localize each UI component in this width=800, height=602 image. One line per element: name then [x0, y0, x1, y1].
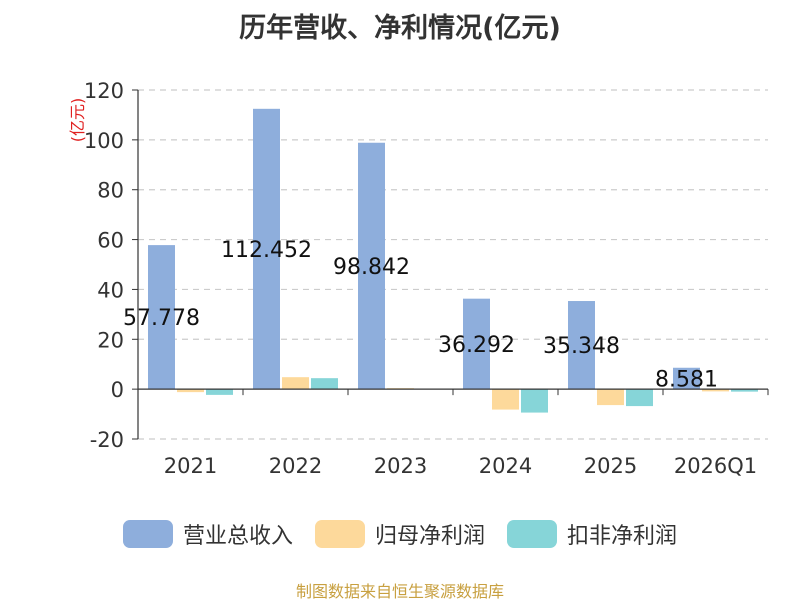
data-label: 8.581	[655, 367, 718, 392]
bar-revenue	[358, 142, 385, 390]
data-label: 112.452	[221, 238, 312, 263]
x-tick-label: 2023	[374, 454, 427, 478]
grid-lines	[138, 89, 768, 440]
bar-revenue	[568, 301, 595, 390]
data-labels: 57.778 112.452 98.842 36.292 35.348 8.581	[123, 238, 718, 392]
data-label: 98.842	[333, 255, 410, 280]
legend-label: 营业总收入	[182, 524, 293, 549]
legend-swatch	[122, 520, 173, 548]
x-tick-label: 2025	[584, 454, 637, 478]
y-axis-unit-label: (亿元)	[68, 98, 87, 143]
legend: 营业总收入 归母净利润 扣非净利润	[0, 518, 800, 550]
y-tick-label: 0	[111, 378, 124, 402]
x-tick-label: 2021	[164, 454, 217, 478]
chart-title: 历年营收、净利情况(亿元)	[239, 13, 561, 44]
y-tick-label: -20	[90, 428, 124, 452]
y-tick-label: 20	[97, 328, 124, 352]
bar-parent-net-profit	[177, 389, 204, 393]
bar-parent-net-profit	[282, 377, 309, 390]
y-tick-label: 40	[97, 278, 124, 302]
bar-revenue	[673, 367, 700, 390]
legend-item[interactable]: 扣非净利润	[507, 518, 677, 550]
legend-label: 归母净利润	[374, 524, 485, 549]
bar-deducted-net-profit	[731, 389, 758, 392]
y-tick-label: 80	[97, 179, 124, 203]
data-label: 57.778	[123, 306, 200, 331]
bar-revenue	[253, 108, 280, 390]
bar-parent-net-profit	[702, 389, 729, 392]
bar-revenue	[463, 298, 490, 390]
bar-parent-net-profit	[492, 389, 519, 410]
legend-swatch	[314, 520, 365, 548]
source-note: 制图数据来自恒生聚源数据库	[295, 582, 504, 601]
bar-deducted-net-profit	[311, 378, 338, 390]
x-tick-label: 2024	[479, 454, 532, 478]
x-tick-label: 2026Q1	[674, 454, 757, 478]
bar-deducted-net-profit	[206, 389, 233, 395]
bar-deducted-net-profit	[626, 389, 653, 407]
y-tick-label: 120	[84, 79, 124, 103]
bar-parent-net-profit	[597, 389, 624, 406]
legend-item[interactable]: 营业总收入	[122, 518, 293, 550]
y-tick-label: 60	[97, 229, 124, 253]
data-label: 35.348	[543, 334, 620, 359]
data-label: 36.292	[438, 333, 515, 358]
legend-swatch	[507, 520, 557, 548]
y-tick-label: 100	[84, 129, 124, 153]
bar-deducted-net-profit	[521, 389, 548, 413]
axes: -20 0 20 40 60 80 100 120 2021 2022 2023 2024 2025 20…	[84, 79, 769, 478]
legend-label: 扣非净利润	[567, 524, 678, 549]
legend-item[interactable]: 归母净利润	[314, 518, 485, 550]
x-tick-label: 2022	[269, 454, 322, 478]
bar-revenue	[148, 245, 175, 390]
